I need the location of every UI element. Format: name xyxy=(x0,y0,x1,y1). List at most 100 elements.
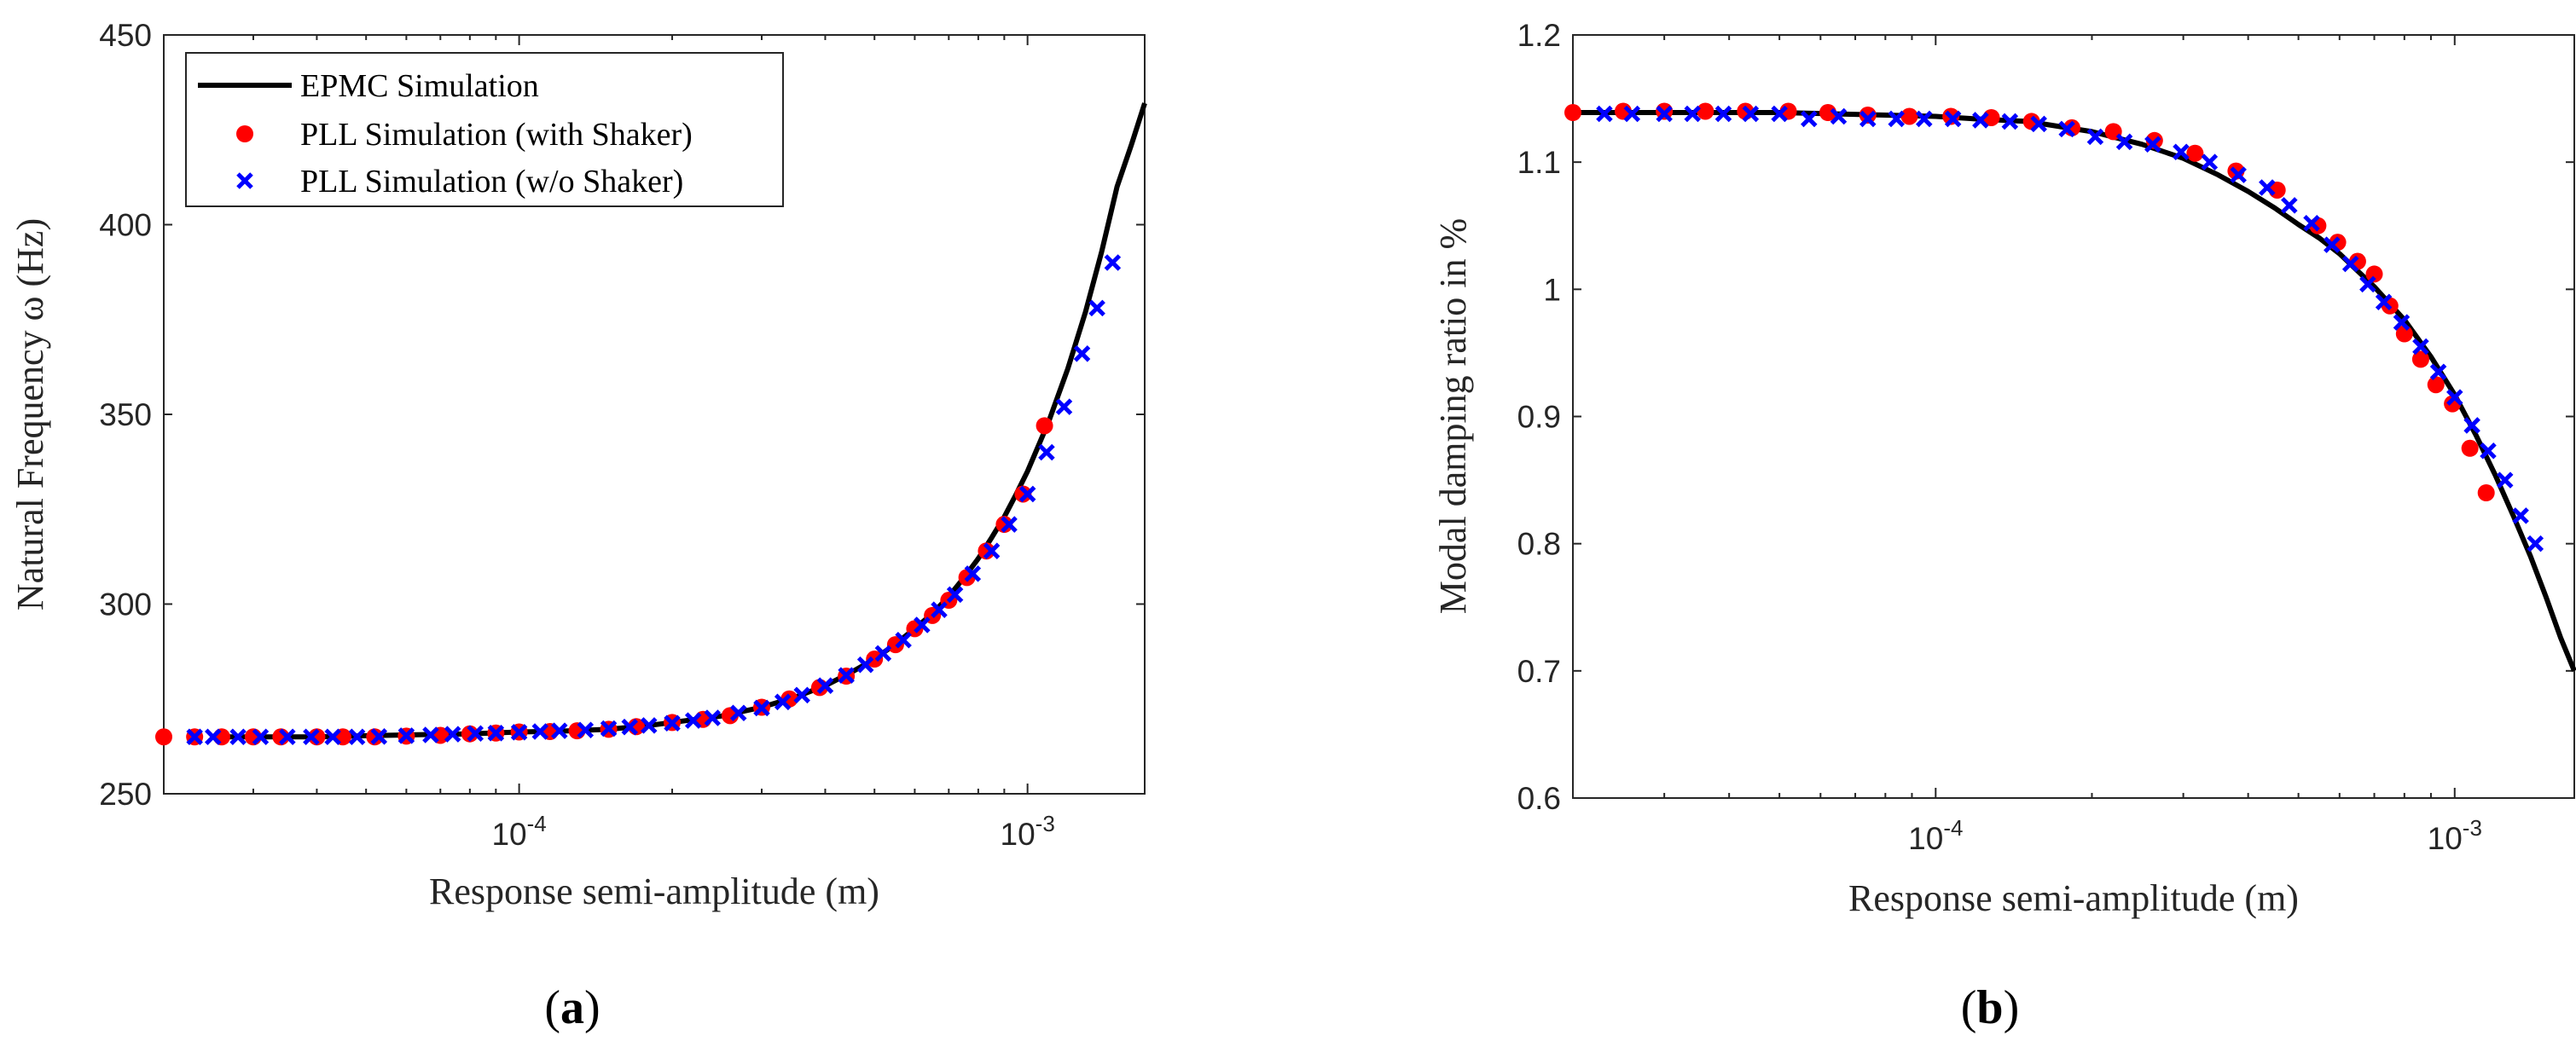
without-shaker-point xyxy=(303,728,320,746)
legend-without-shaker-label: PLL Simulation (w/o Shaker) xyxy=(300,164,683,200)
without-shaker-point xyxy=(422,726,439,743)
legend-box xyxy=(185,52,784,207)
y-tick-label: 350 xyxy=(99,397,152,432)
y-tick-label: 0.7 xyxy=(1517,654,1561,689)
x-tick-label: 10-4 xyxy=(491,811,546,852)
with-shaker-point xyxy=(995,516,1013,534)
without-shaker-point xyxy=(704,709,721,726)
x-tick-label: 10-3 xyxy=(1001,811,1055,852)
without-shaker-point xyxy=(551,722,568,739)
without-shaker-point xyxy=(444,726,461,743)
without-shaker-point xyxy=(1038,443,1055,461)
without-shaker-point xyxy=(2086,128,2104,146)
legend-with-shaker-swatch xyxy=(236,125,253,142)
panel-b-x-axis-label: Response semi-amplitude (m) xyxy=(1848,877,2299,919)
x-tick-label: 10-3 xyxy=(2428,815,2482,856)
without-shaker-point xyxy=(2359,275,2376,293)
without-shaker-point xyxy=(2446,389,2463,406)
y-tick-label: 400 xyxy=(99,208,152,243)
without-shaker-point xyxy=(1830,107,1848,125)
without-shaker-point xyxy=(1888,110,1905,128)
without-shaker-point xyxy=(1972,112,1989,129)
y-tick-label: 250 xyxy=(99,777,152,812)
without-shaker-point xyxy=(2324,236,2341,253)
with-shaker-point xyxy=(2395,325,2413,343)
without-shaker-point xyxy=(1001,516,1018,533)
with-shaker-point xyxy=(2365,265,2383,283)
panel-a-chart: 250 300 350 400 450 10-4 10-3 Response semi-a… xyxy=(9,18,1147,1034)
without-shaker-point xyxy=(2375,293,2393,311)
with-shaker-point xyxy=(2477,484,2495,501)
with-shaker-point xyxy=(2186,144,2204,162)
without-shaker-point xyxy=(2173,143,2190,161)
without-shaker-point xyxy=(914,616,931,633)
without-shaker-point xyxy=(816,677,834,694)
without-shaker-point xyxy=(324,728,341,746)
panel-b-y-axis-label: Modal damping ratio in % xyxy=(1432,218,1474,614)
with-shaker-point xyxy=(155,728,172,746)
with-shaker-point xyxy=(2461,439,2479,457)
with-shaker-point xyxy=(1900,107,1918,125)
without-shaker-point xyxy=(1944,110,1962,128)
without-shaker-point xyxy=(946,586,964,604)
without-shaker-point xyxy=(600,720,618,738)
without-shaker-point xyxy=(983,542,1001,559)
without-shaker-point xyxy=(2058,120,2075,138)
panel-b-y-ticks: 0.6 0.7 0.8 0.9 1 1.1 1.2 xyxy=(1517,18,2574,816)
without-shaker-point xyxy=(2480,443,2497,460)
without-shaker-point xyxy=(2281,197,2298,214)
without-shaker-point xyxy=(1055,398,1073,415)
without-shaker-point xyxy=(2201,153,2219,171)
without-shaker-point xyxy=(729,704,747,721)
panel-a-y-axis-label: Natural Frequency ω (Hz) xyxy=(9,218,51,610)
without-shaker-point xyxy=(1859,110,1877,128)
with-shaker-point xyxy=(2411,350,2429,368)
without-shaker-point xyxy=(1018,485,1036,503)
y-tick-label: 1.1 xyxy=(1517,145,1561,180)
y-tick-label: 0.6 xyxy=(1517,781,1561,816)
without-shaker-point xyxy=(2341,255,2359,273)
panel-b-chart: 0.6 0.7 0.8 0.9 1 1.1 1.2 10-4 10-3 Response se… xyxy=(1432,18,2576,1034)
legend-without-shaker-swatch xyxy=(236,172,253,189)
without-shaker-point xyxy=(2230,166,2247,183)
without-shaker-point xyxy=(874,645,892,662)
without-shaker-point xyxy=(229,728,247,746)
with-shaker-point xyxy=(366,728,384,746)
without-shaker-point xyxy=(2001,113,2019,130)
without-shaker-point xyxy=(1742,105,1760,123)
without-shaker-point xyxy=(1104,254,1122,271)
panel-b-series xyxy=(1564,102,2576,672)
without-shaker-point xyxy=(964,565,982,582)
without-shaker-point xyxy=(838,667,855,684)
without-shaker-point xyxy=(370,728,388,745)
panel-b-label: (b) xyxy=(1961,981,2019,1034)
with-shaker-point xyxy=(1697,102,1714,120)
without-shaker-point xyxy=(1800,110,1818,128)
with-shaker-point xyxy=(1819,103,1836,121)
legend-with-shaker-label: PLL Simulation (with Shaker) xyxy=(300,117,693,153)
without-shaker-point xyxy=(774,693,792,711)
without-shaker-point xyxy=(2527,535,2544,552)
without-shaker-point xyxy=(1596,105,1613,123)
without-shaker-point xyxy=(2412,338,2429,356)
without-shaker-point xyxy=(1073,345,1091,362)
with-shaker-point xyxy=(1564,103,1581,121)
y-tick-label: 1.2 xyxy=(1517,18,1561,53)
without-shaker-point xyxy=(2393,314,2411,331)
without-shaker-point xyxy=(2030,115,2047,133)
y-tick-label: 0.9 xyxy=(1517,400,1561,435)
with-shaker-point xyxy=(1014,485,1032,503)
without-shaker-point xyxy=(931,601,948,618)
without-shaker-point xyxy=(2496,471,2514,489)
without-shaker-point xyxy=(2512,507,2529,524)
without-shaker-point xyxy=(1915,110,1933,128)
without-shaker-point xyxy=(279,728,296,746)
x-tick-label: 10-4 xyxy=(1908,815,1963,856)
with-shaker-point xyxy=(2427,376,2445,394)
without-shaker-point xyxy=(577,721,595,739)
y-tick-label: 450 xyxy=(99,18,152,53)
with-shaker-point xyxy=(1036,417,1053,435)
without-shaker-point xyxy=(186,728,203,746)
legend-epmc-label: EPMC Simulation xyxy=(300,68,539,104)
